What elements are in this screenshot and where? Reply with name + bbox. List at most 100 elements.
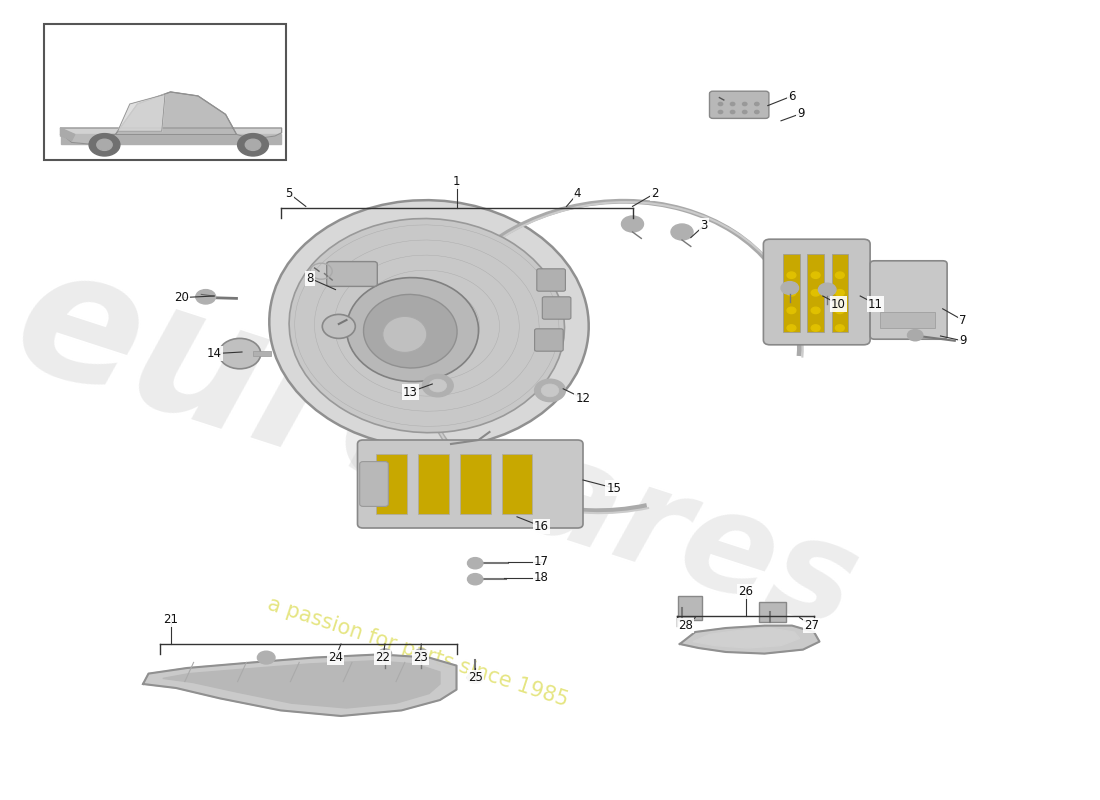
Circle shape (245, 139, 261, 150)
Polygon shape (118, 94, 165, 131)
Circle shape (742, 110, 747, 114)
Circle shape (671, 224, 693, 240)
Text: 17: 17 (534, 555, 549, 568)
Circle shape (541, 384, 559, 397)
Text: a passion for parts since 1985: a passion for parts since 1985 (265, 594, 571, 710)
Polygon shape (143, 654, 456, 716)
Circle shape (429, 379, 447, 392)
Circle shape (742, 102, 747, 106)
Text: 20: 20 (174, 291, 189, 304)
Circle shape (781, 282, 799, 294)
Ellipse shape (270, 200, 588, 448)
Text: 18: 18 (534, 571, 549, 584)
Text: 9: 9 (959, 334, 966, 347)
Text: 21: 21 (163, 613, 178, 626)
Circle shape (812, 290, 821, 296)
Circle shape (788, 307, 796, 314)
Circle shape (196, 290, 216, 304)
Text: 26: 26 (738, 585, 754, 598)
Ellipse shape (322, 314, 355, 338)
FancyBboxPatch shape (870, 261, 947, 339)
Text: 4: 4 (574, 187, 581, 200)
Circle shape (755, 110, 759, 114)
Text: euro: euro (0, 229, 490, 539)
Text: 11: 11 (868, 298, 883, 310)
Bar (678, 596, 702, 620)
Text: 7: 7 (959, 314, 966, 326)
Circle shape (238, 134, 268, 156)
Polygon shape (693, 628, 800, 648)
Text: 9: 9 (798, 107, 804, 120)
Ellipse shape (219, 338, 261, 369)
Bar (44, 24, 286, 160)
Polygon shape (163, 661, 440, 708)
Ellipse shape (383, 317, 427, 352)
Circle shape (422, 374, 453, 397)
Bar (460, 454, 491, 514)
Circle shape (812, 325, 821, 331)
Circle shape (257, 651, 275, 664)
FancyBboxPatch shape (358, 440, 583, 528)
Circle shape (755, 102, 759, 106)
Circle shape (535, 379, 565, 402)
Text: 13: 13 (403, 386, 418, 398)
Circle shape (788, 272, 796, 278)
Circle shape (908, 330, 923, 341)
Text: 12: 12 (575, 392, 591, 405)
Ellipse shape (289, 218, 564, 433)
Text: 23: 23 (412, 651, 428, 664)
Text: 22: 22 (375, 651, 390, 664)
FancyBboxPatch shape (537, 269, 565, 291)
Circle shape (378, 649, 392, 658)
Bar (502, 454, 532, 514)
Bar (253, 351, 271, 356)
Circle shape (818, 283, 836, 296)
Text: 5: 5 (286, 187, 293, 200)
Bar (759, 602, 786, 622)
FancyBboxPatch shape (763, 239, 870, 345)
Circle shape (718, 102, 723, 106)
Text: 3: 3 (701, 219, 707, 232)
Bar (376, 454, 407, 514)
Text: 24: 24 (328, 651, 343, 664)
Bar (832, 254, 848, 332)
Bar (418, 454, 449, 514)
Bar (880, 312, 935, 328)
Circle shape (468, 558, 483, 569)
Polygon shape (60, 92, 282, 144)
Circle shape (89, 134, 120, 156)
Circle shape (836, 307, 845, 314)
FancyBboxPatch shape (710, 91, 769, 118)
Circle shape (97, 139, 112, 150)
Text: 2: 2 (651, 187, 658, 200)
Text: spares: spares (337, 367, 873, 657)
Circle shape (812, 272, 821, 278)
Polygon shape (60, 128, 75, 141)
Circle shape (812, 307, 821, 314)
Ellipse shape (363, 294, 458, 368)
Text: 25: 25 (468, 671, 483, 684)
Circle shape (468, 672, 483, 683)
Text: 8: 8 (307, 272, 314, 285)
Circle shape (836, 290, 845, 296)
Circle shape (730, 102, 735, 106)
Circle shape (788, 325, 796, 331)
Text: 6: 6 (789, 90, 795, 102)
Text: 1: 1 (453, 175, 460, 188)
Circle shape (718, 110, 723, 114)
FancyBboxPatch shape (542, 297, 571, 319)
Circle shape (621, 216, 643, 232)
Circle shape (468, 574, 483, 585)
FancyBboxPatch shape (327, 262, 377, 286)
Polygon shape (680, 626, 820, 654)
Bar (783, 254, 800, 332)
Circle shape (715, 94, 730, 106)
Text: 27: 27 (804, 619, 820, 632)
Text: 28: 28 (678, 619, 693, 632)
Circle shape (415, 649, 428, 658)
Circle shape (836, 325, 845, 331)
Circle shape (836, 272, 845, 278)
FancyBboxPatch shape (535, 329, 563, 351)
Circle shape (788, 290, 796, 296)
Polygon shape (60, 134, 280, 144)
